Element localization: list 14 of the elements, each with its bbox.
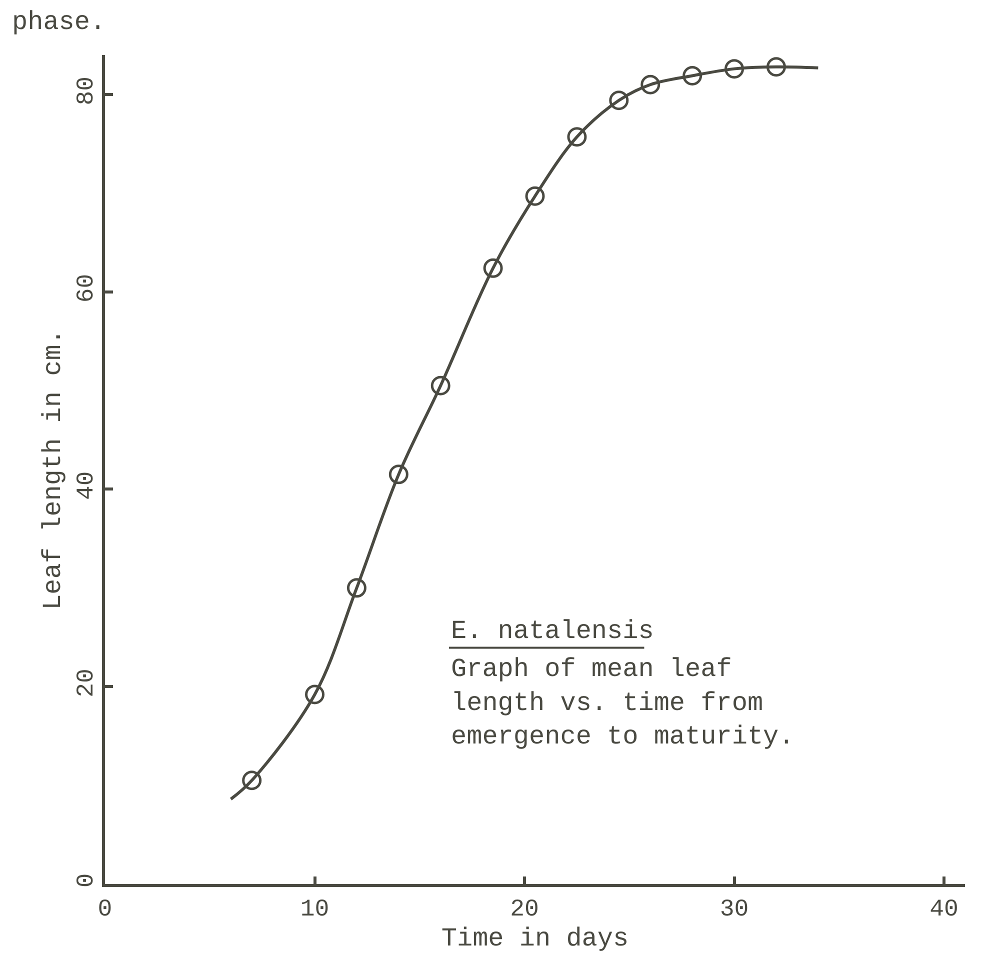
y-tick-label: 40 [74,471,101,500]
y-tick-label: 60 [74,274,101,303]
annotation: E. natalensis [451,616,654,646]
x-axis-title: Time in days [441,924,629,954]
y-axis-title: Leaf length in cm. [38,329,68,610]
y-tick-label: 20 [74,668,101,698]
x-tick-label: 10 [300,896,330,924]
x-tick-label: 30 [720,896,749,924]
y-tick-label: 80 [74,76,101,106]
text: phase. [12,7,106,37]
x-tick-label: 20 [510,896,539,924]
annotation: Graph of mean leaf length vs. time from emergence to maturity. [451,654,794,752]
y-tick-label: 0 [74,873,101,888]
x-tick-label: 40 [930,896,958,924]
